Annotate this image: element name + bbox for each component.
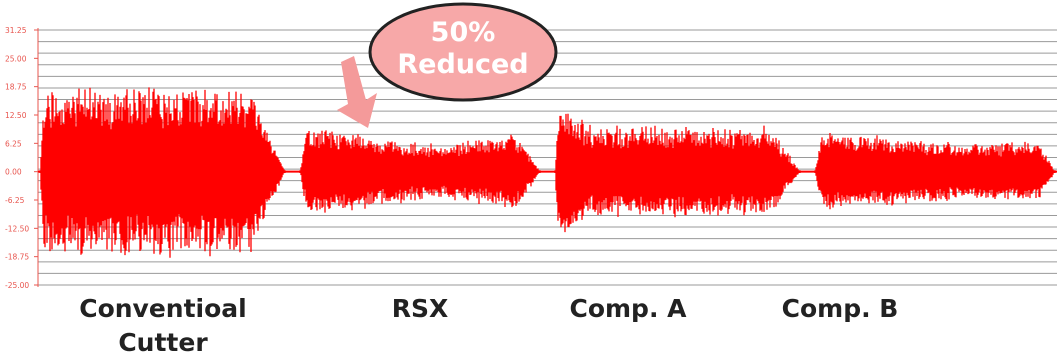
y-tick-label: -18.75 bbox=[5, 253, 29, 262]
reduction-callout: 50% Reduced bbox=[337, 2, 558, 128]
y-tick-label: 6.25 bbox=[5, 139, 22, 148]
y-axis: 31.25 25.00 18.75 12.50 6.25 0.00 -6.25 -12.50 -… bbox=[5, 26, 39, 290]
label-comp-a: Comp. A bbox=[569, 294, 687, 323]
label-conventional-line2: Cutter bbox=[118, 328, 208, 357]
callout-ellipse bbox=[368, 2, 558, 102]
y-tick-label: 0.00 bbox=[5, 168, 22, 177]
label-conventional-cutter: Conventioal Cutter bbox=[58, 292, 268, 360]
callout-line2: Reduced bbox=[397, 49, 528, 80]
waveform-comp-b bbox=[814, 133, 1056, 210]
y-tick-label: -6.25 bbox=[5, 196, 25, 205]
label-rsx: RSX bbox=[391, 294, 449, 323]
waveform-conventioal-cutter bbox=[39, 87, 286, 258]
y-tick-label: 18.75 bbox=[5, 83, 27, 92]
label-comp-b: Comp. B bbox=[781, 294, 899, 323]
label-conventional-line1: Conventioal bbox=[79, 294, 247, 323]
callout-line1: 50% bbox=[431, 17, 496, 48]
y-tick-label: 25.00 bbox=[5, 54, 27, 63]
y-tick-label: -25.00 bbox=[5, 281, 29, 290]
y-tick-label: 31.25 bbox=[5, 26, 27, 35]
y-tick-label: -12.50 bbox=[5, 224, 29, 233]
callout-arrow bbox=[337, 56, 377, 128]
waveform-comp-a bbox=[554, 113, 801, 233]
waveform-layer bbox=[38, 87, 1057, 258]
waveform-rsx bbox=[299, 130, 541, 213]
y-tick-label: 12.50 bbox=[5, 111, 27, 120]
